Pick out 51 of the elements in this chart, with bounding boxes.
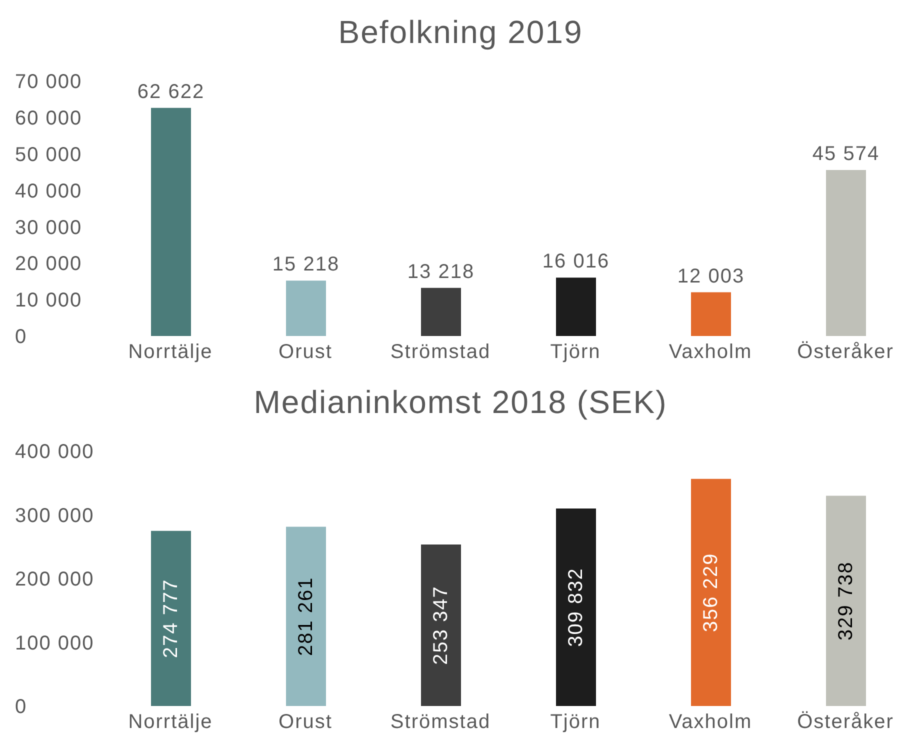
y-tick-label: 20 000: [15, 253, 82, 276]
y-tick-label: 0: [15, 326, 28, 348]
chart-title: Befolkning 2019: [337, 13, 584, 52]
x-tick-label: Strömstad: [390, 341, 491, 364]
x-tick-label: Tjörn: [550, 711, 601, 734]
y-tick-label: 0: [15, 696, 28, 718]
data-label: 329 738: [835, 561, 857, 641]
y-tick-label: 400 000: [15, 441, 94, 464]
data-label: 62 622: [137, 80, 205, 103]
y-tick-label: 60 000: [15, 108, 82, 130]
y-tick-label: 100 000: [15, 632, 94, 654]
data-label: 12 003: [677, 265, 745, 288]
bar: [151, 108, 191, 336]
y-tick-label: 70 000: [15, 71, 82, 94]
x-tick-label: Vaxholm: [668, 341, 752, 364]
bar: [421, 544, 461, 706]
data-label: 16 016: [542, 250, 610, 273]
y-tick-label: 40 000: [15, 180, 82, 202]
y-tick-label: 30 000: [15, 216, 82, 239]
x-tick-label: Strömstad: [390, 711, 491, 734]
bar: [556, 508, 596, 706]
x-tick-label: Norrtälje: [128, 711, 213, 734]
x-tick-label: Österåker: [797, 711, 894, 734]
bar: [556, 278, 596, 336]
bar: [421, 288, 461, 336]
data-label: 13 218: [407, 260, 475, 283]
bar: [286, 280, 326, 336]
bar: [826, 170, 866, 336]
bar: [151, 530, 191, 706]
data-label: 253 347: [430, 586, 452, 665]
x-tick-label: Norrtälje: [128, 341, 213, 364]
data-label: 15 218: [272, 254, 340, 276]
chart-title: Medianinkomst 2018 (SEK): [252, 383, 668, 422]
bar: [826, 496, 866, 706]
x-tick-label: Österåker: [797, 341, 894, 364]
y-tick-label: 300 000: [15, 504, 94, 527]
y-tick-label: 50 000: [15, 144, 82, 166]
bar: [286, 526, 326, 706]
x-tick-label: Orust: [278, 341, 332, 364]
data-label: 356 229: [700, 552, 722, 632]
data-label: 309 832: [565, 568, 587, 647]
x-tick-label: Vaxholm: [668, 711, 752, 734]
y-tick-label: 200 000: [15, 568, 94, 591]
x-tick-label: Tjörn: [550, 341, 601, 364]
y-tick-label: 10 000: [15, 290, 82, 312]
data-label: 274 777: [160, 578, 182, 658]
data-label: 281 261: [295, 576, 317, 656]
x-tick-label: Orust: [278, 711, 332, 734]
data-label: 45 574: [812, 142, 880, 165]
bar: [691, 478, 731, 706]
bar: [691, 292, 731, 336]
